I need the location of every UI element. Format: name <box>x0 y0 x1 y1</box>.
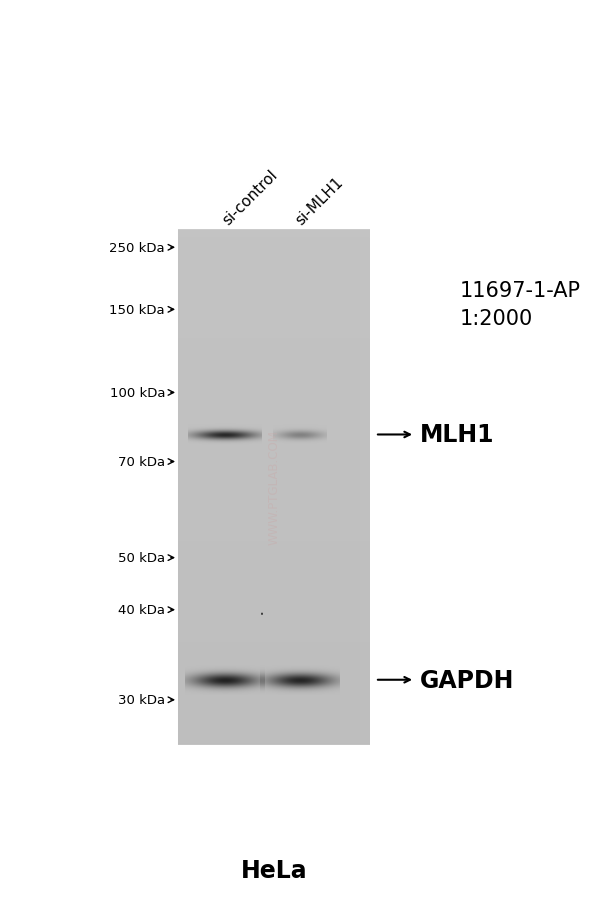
Text: 50 kDa: 50 kDa <box>118 551 165 565</box>
Text: 70 kDa: 70 kDa <box>118 456 165 468</box>
Text: 40 kDa: 40 kDa <box>118 603 165 616</box>
Text: HeLa: HeLa <box>241 858 307 882</box>
Text: WWW.PTGLAB.COM: WWW.PTGLAB.COM <box>267 430 280 545</box>
Text: 30 kDa: 30 kDa <box>118 694 165 706</box>
Text: 150 kDa: 150 kDa <box>109 303 165 317</box>
Text: GAPDH: GAPDH <box>420 668 514 692</box>
Text: si-MLH1: si-MLH1 <box>293 175 346 228</box>
Text: 11697-1-AP
1:2000: 11697-1-AP 1:2000 <box>460 281 581 329</box>
Text: MLH1: MLH1 <box>420 423 494 447</box>
Text: si-control: si-control <box>220 168 281 228</box>
Text: 100 kDa: 100 kDa <box>109 387 165 400</box>
Text: 250 kDa: 250 kDa <box>109 242 165 254</box>
